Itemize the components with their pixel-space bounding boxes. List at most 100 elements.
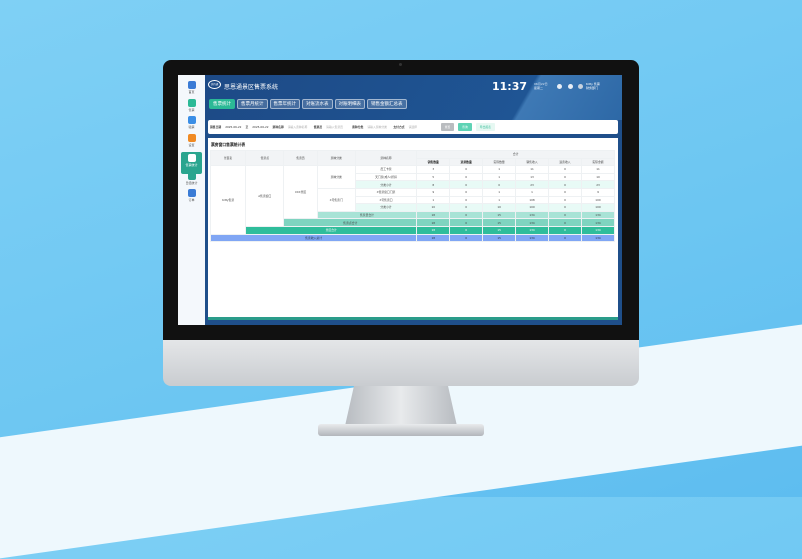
cell: 134	[580, 225, 616, 235]
category-input[interactable]: 请输入票种分类	[367, 125, 387, 129]
gear-icon[interactable]	[568, 84, 573, 89]
cell: 票种分类	[316, 149, 356, 167]
tab-bar: 售票统计 售票月统计 售票年统计 对账流水表 对账明细表 销售金额汇总表	[209, 99, 407, 109]
date-text: 06月22日	[534, 82, 548, 86]
sidebar-item[interactable]: 订单	[181, 187, 202, 207]
tab[interactable]: 售票年统计	[269, 99, 300, 109]
cell: 1	[482, 195, 517, 205]
search-button[interactable]: 查询	[458, 123, 472, 131]
ticket-icon	[187, 98, 196, 107]
cell: 1	[515, 187, 549, 197]
cell: 11	[515, 165, 549, 174]
screen: 首页 售票 验票 设置 售票统计 日结统计 订单 扶持通 思恩通景区售票系统 11:37 0…	[178, 75, 622, 325]
cell: 0	[449, 172, 484, 182]
user-menu[interactable]: Kitty 售票 财务部门	[586, 82, 600, 90]
cell: 0	[548, 172, 582, 182]
cell: 0	[449, 180, 484, 189]
export-button[interactable]: 导出报表	[475, 123, 495, 131]
header: 扶持通 思恩通景区售票系统 11:37 06月22日 星期二 Kitty 售票 财务…	[205, 75, 622, 120]
cell: 0	[548, 218, 582, 227]
filter-bar: 销售日期 2025-06-22 至 2025-06-22 票种名称 请输入票种名…	[208, 120, 618, 134]
cell: 0	[548, 225, 582, 235]
app-title: 思恩通景区售票系统	[224, 84, 279, 91]
cell: 18	[416, 225, 451, 235]
cell: 10	[580, 172, 616, 182]
table-row: 分类小计 10 0 10 109 0 109	[210, 203, 616, 212]
cell: 134	[515, 218, 549, 227]
user-dept: 财务部门	[586, 86, 599, 90]
cell: 合计	[416, 150, 615, 159]
clock: 11:37	[492, 80, 528, 93]
cell: 票种名称	[354, 149, 418, 167]
cell: 实际金额	[580, 157, 616, 167]
cell: 8	[416, 180, 451, 189]
date: 06月22日 星期二	[534, 82, 548, 90]
seller-input[interactable]: 请输入售票员	[326, 125, 343, 129]
pay-label: 支付方式	[393, 125, 405, 129]
tab[interactable]: 售票统计	[209, 99, 235, 109]
bell-icon[interactable]	[557, 84, 562, 89]
sidebar-item[interactable]: 售票统计	[181, 152, 202, 174]
report-card: 票房窗口售票统计表 景区名 售票点 售票员 票种分类 票种名称 合计 销售数量 退票数量 实际数…	[208, 138, 618, 320]
sidebar-item[interactable]: 首页	[181, 79, 202, 99]
cell: 134	[580, 233, 616, 243]
pay-select[interactable]: 请选择	[408, 125, 417, 129]
cell: 15	[482, 233, 517, 243]
cell: 9	[580, 187, 616, 197]
cell: X号售票口	[354, 195, 418, 205]
ticket-name-input[interactable]: 请输入票种名称	[287, 125, 308, 129]
cell: 售票员	[283, 149, 318, 167]
cell: 景区合计	[245, 225, 418, 235]
date-to-input[interactable]: 2025-06-22	[252, 125, 269, 129]
tab[interactable]: 售票月统计	[237, 99, 268, 109]
cell: 15	[482, 225, 517, 235]
sidebar-item-label: 设置	[188, 142, 195, 147]
cell: A售票窗口	[245, 165, 285, 227]
table-row: 天门票(成人)折扣 5 0 1 13 0 10	[211, 172, 616, 182]
date-separator: 至	[245, 125, 249, 129]
cell: Kitty售票	[209, 165, 247, 235]
cell: 15	[482, 218, 517, 227]
cell: 9	[416, 187, 451, 197]
cell: 10	[482, 203, 517, 212]
sidebar-item-label: 验票	[188, 125, 195, 129]
sidebar-item[interactable]: 售票	[181, 97, 202, 117]
tab[interactable]: 对账明细表	[334, 99, 365, 109]
cell: 分类小计	[354, 180, 418, 189]
cell: 0	[548, 180, 582, 189]
date-from-input[interactable]: 2025-06-22	[225, 125, 242, 129]
sidebar-item[interactable]: 日结统计	[181, 170, 202, 190]
sidebar-item-label: 售票	[188, 107, 195, 112]
header-row: 景区名 售票点 售票员 票种分类 票种名称 合计	[209, 149, 615, 167]
cell: 10	[416, 203, 451, 212]
tab[interactable]: 销售金额汇总表	[367, 99, 407, 109]
monitor-chin	[163, 340, 639, 386]
cell: 售票收入总计	[209, 233, 418, 243]
cell: 实际数量	[482, 157, 517, 167]
cell: 18	[416, 218, 451, 227]
cell: 0	[449, 210, 484, 220]
sidebar-item[interactable]: 设置	[181, 132, 202, 152]
report-table: 景区名 售票点 售票员 票种分类 票种名称 合计 销售数量 退票数量 实际数量 销售收入 退票收入实…	[209, 149, 616, 243]
avatar[interactable]	[578, 84, 583, 89]
sidebar-item[interactable]: 验票	[181, 114, 202, 134]
cell: 23	[580, 180, 616, 189]
total-row: 售票收入总计 18 0 15 134 0 134	[209, 233, 616, 243]
check-icon	[187, 116, 196, 124]
sidebar-item-label: 首页	[188, 90, 195, 94]
cell: 15	[482, 210, 517, 220]
reset-button[interactable]: 重置	[440, 123, 455, 131]
cell: 1	[482, 172, 517, 182]
cell: 100	[580, 195, 616, 205]
cell: 0	[548, 210, 582, 220]
sidebar-item-label: 订单	[188, 198, 195, 202]
table-row: X号售票门 X售票窗口门票 9 0 1 1 0 9	[211, 187, 616, 212]
cell: 景区名	[209, 149, 247, 167]
cell: 134	[515, 210, 549, 220]
category-label: 票种分类	[352, 125, 364, 129]
cell: 18	[416, 210, 451, 220]
cell: 0	[449, 203, 484, 212]
logo: 扶持通	[208, 80, 221, 89]
cell: 退票数量	[449, 157, 484, 167]
tab[interactable]: 对账流水表	[302, 99, 333, 109]
